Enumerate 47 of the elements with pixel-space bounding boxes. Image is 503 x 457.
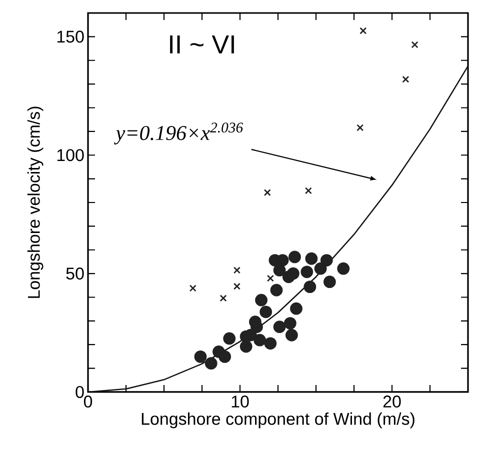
point (411, 41, 418, 48)
y-axis-title: Longshore velocity (cm/s) (27, 106, 44, 298)
point (288, 250, 301, 264)
line-series (88, 65, 468, 392)
point (270, 284, 283, 296)
point (284, 317, 296, 330)
point (323, 276, 336, 288)
point (300, 266, 314, 278)
point (320, 254, 333, 266)
point (282, 270, 295, 284)
point (304, 187, 312, 194)
point (273, 320, 286, 334)
x-axis-title: Longshore component of Wind (m/s) (142, 412, 414, 428)
point (255, 294, 268, 306)
point (218, 350, 232, 363)
point (233, 266, 240, 274)
y-tick-label: 100 (57, 149, 84, 162)
point (233, 282, 240, 290)
point (264, 337, 277, 350)
point (356, 124, 364, 132)
x-tick-label: 20 (383, 396, 401, 408)
point (360, 27, 367, 34)
y-tick-label: 0 (76, 386, 84, 398)
point (285, 328, 298, 342)
point (273, 264, 286, 276)
point (314, 262, 327, 275)
point (240, 340, 252, 353)
y-tick-label: 50 (66, 268, 84, 280)
x-tick-label: 0 (84, 396, 92, 408)
point (260, 306, 272, 318)
point (402, 76, 410, 83)
annotation: II ~ VI (170, 35, 234, 54)
point (304, 280, 316, 294)
point (189, 284, 196, 292)
point (264, 189, 271, 196)
x-tick-label: 10 (232, 396, 249, 408)
point (223, 332, 236, 345)
annotation: y=0.196×x$^{2.036}$ (114, 122, 244, 144)
point (220, 294, 227, 302)
point (337, 262, 350, 275)
point (305, 252, 318, 265)
point (290, 302, 302, 315)
point (266, 274, 274, 282)
point (254, 334, 266, 346)
y-tick-label: 150 (57, 30, 84, 43)
point (204, 357, 218, 370)
point (194, 350, 207, 363)
